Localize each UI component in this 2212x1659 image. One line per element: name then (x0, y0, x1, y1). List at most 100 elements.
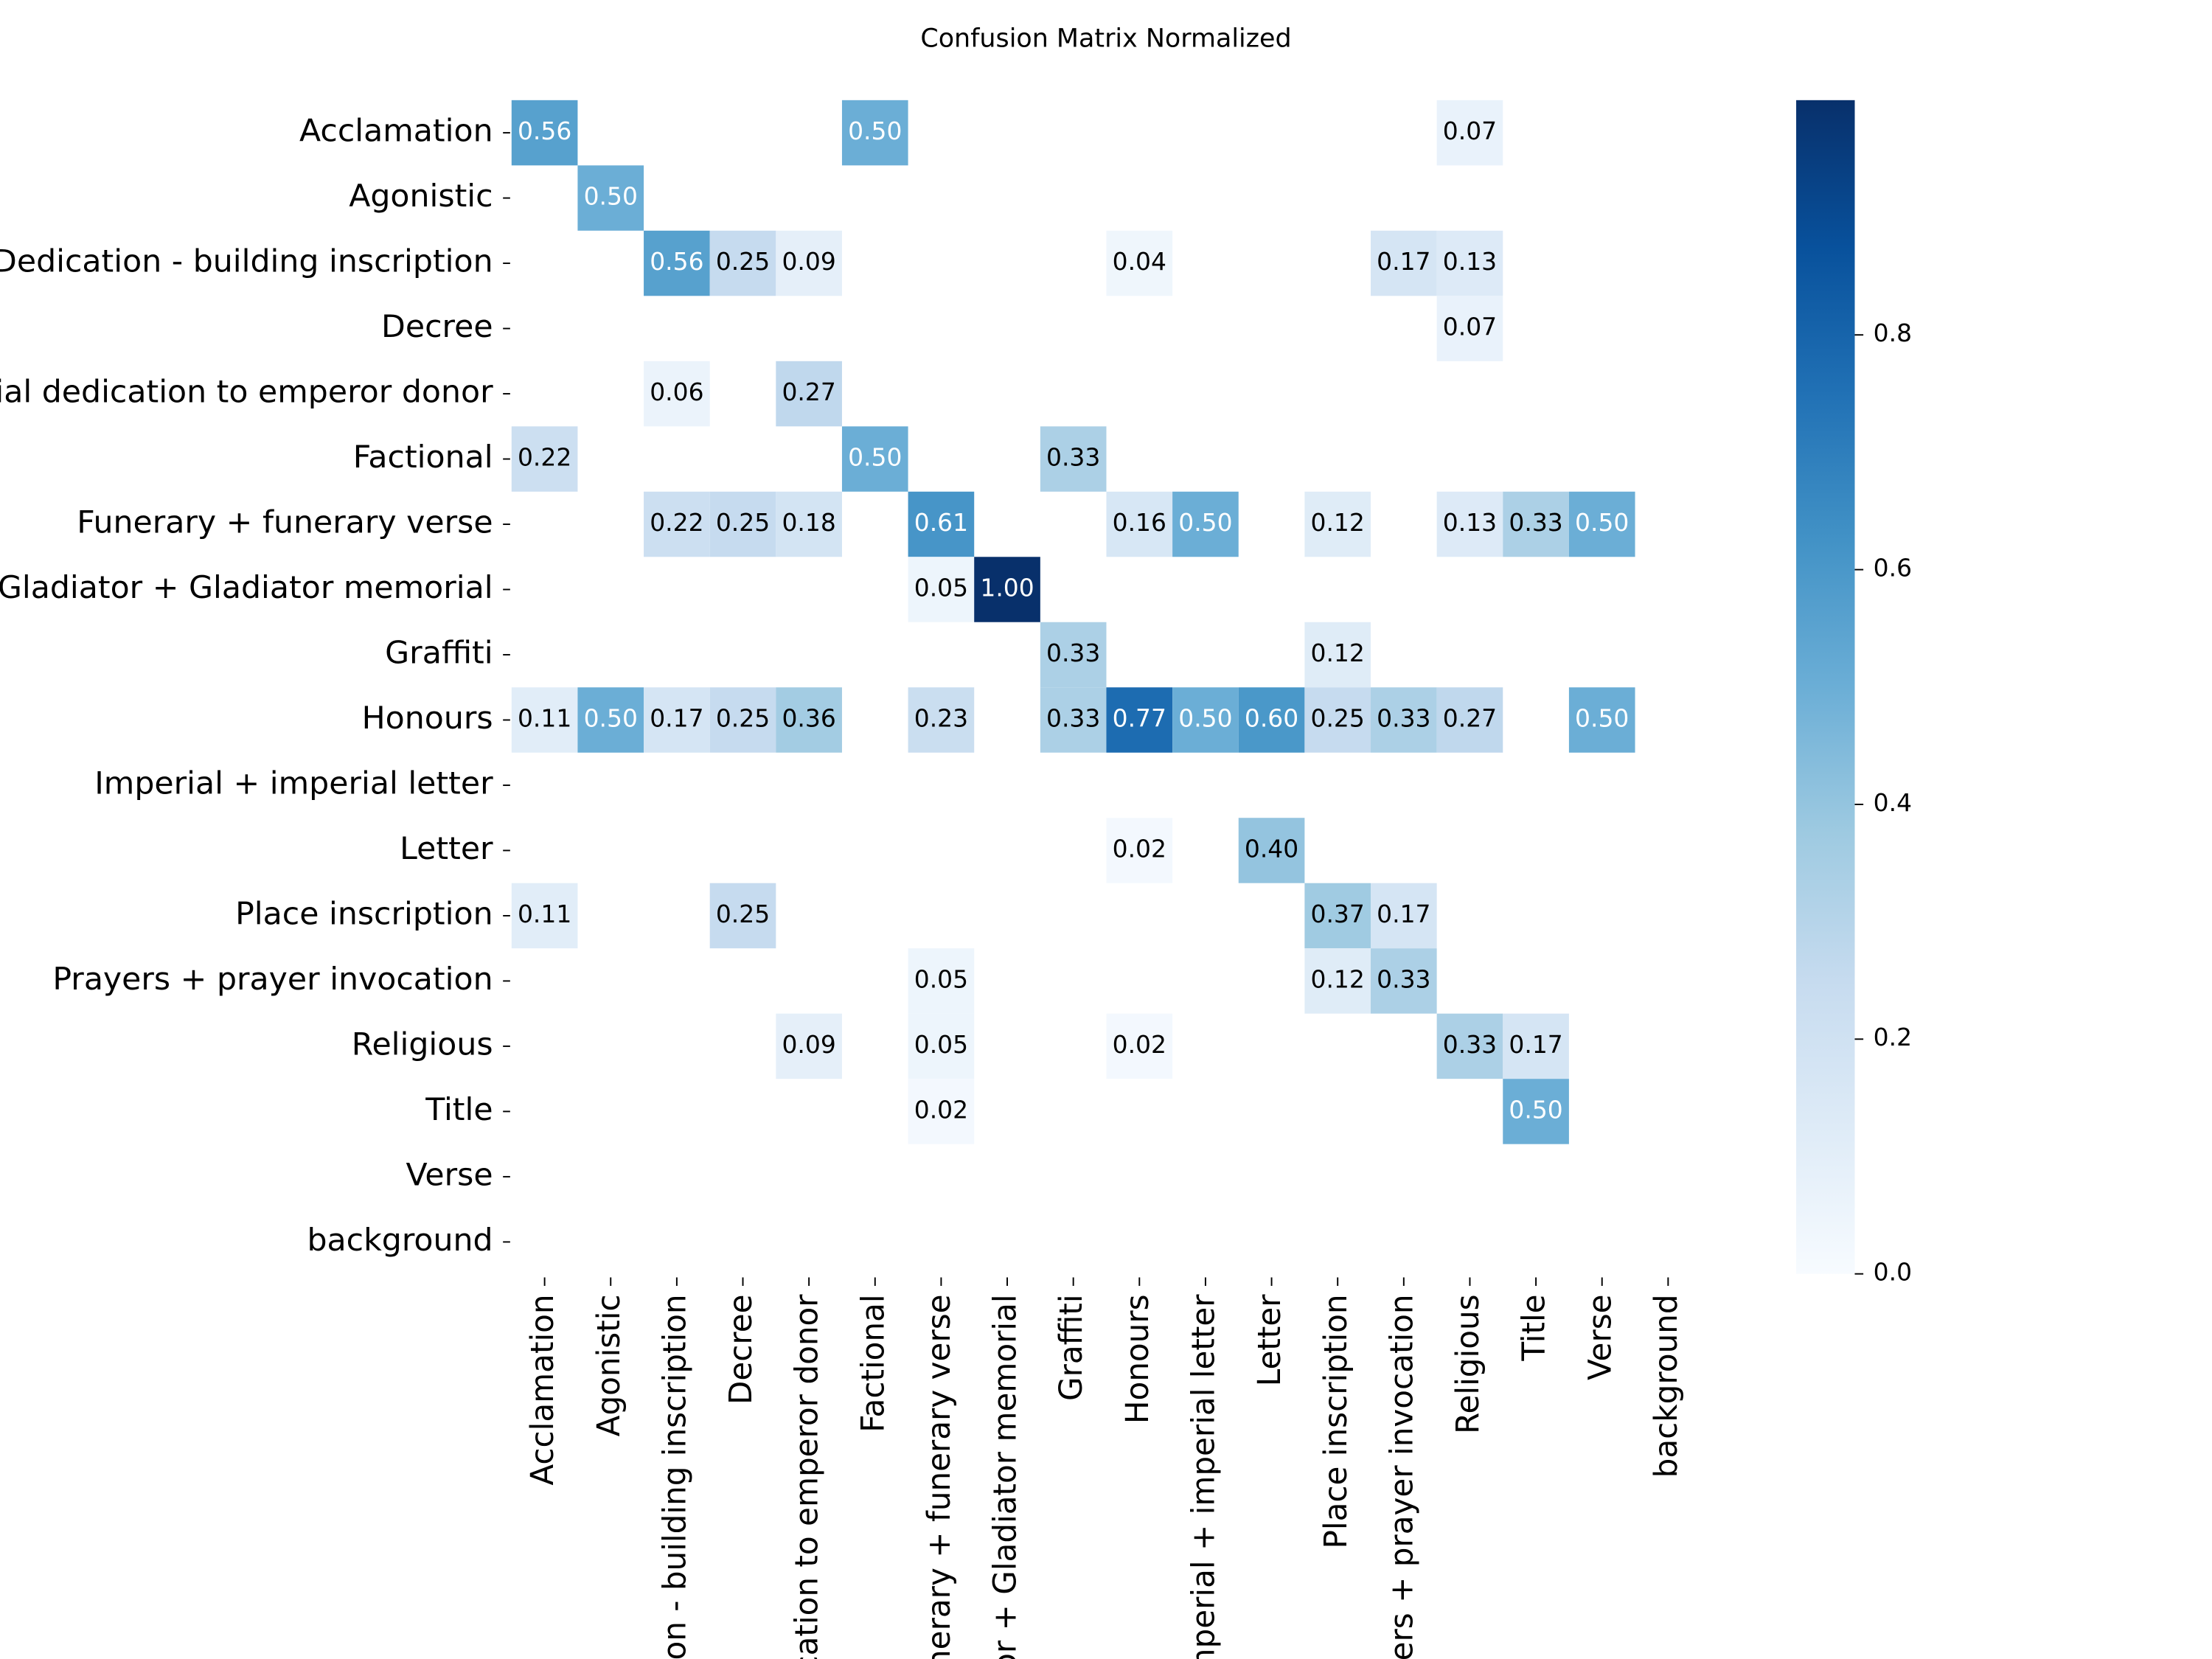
colorbar-tick-label: 0.6 (1874, 554, 1912, 582)
cell (1106, 1013, 1173, 1079)
cell-label: 0.09 (782, 248, 835, 276)
cell (1106, 491, 1173, 557)
cell (1503, 491, 1569, 557)
x-tick-label: Gladiator + Gladiator memorial (987, 1294, 1023, 1659)
cell-label: 0.12 (1311, 509, 1365, 537)
cell-label: 0.07 (1443, 313, 1497, 341)
cell-label: 0.33 (1377, 705, 1430, 733)
cell (1040, 426, 1107, 492)
cell (644, 230, 710, 296)
cell-label: 0.50 (1575, 509, 1629, 537)
cell (644, 491, 710, 557)
cell-label: 0.13 (1443, 248, 1497, 276)
cell-label: 0.25 (716, 705, 770, 733)
cell (1568, 491, 1635, 557)
cell-label: 0.60 (1245, 705, 1298, 733)
cell (776, 230, 842, 296)
y-tick-label: Graffiti (385, 635, 493, 671)
x-tick-label: Prayers + prayer invocation (1383, 1294, 1419, 1659)
colorbar (1796, 100, 1855, 1274)
cell (974, 557, 1040, 622)
x-tick-label: Funerary + funerary verse (921, 1294, 957, 1659)
cell (908, 687, 975, 753)
cell-label: 0.22 (650, 509, 703, 537)
cell-label: 0.50 (848, 444, 902, 472)
y-tick-label: Prayers + prayer invocation (52, 961, 493, 997)
cell-label: 0.33 (1377, 966, 1430, 994)
x-tick-label: Title (1515, 1294, 1551, 1361)
y-tick-label: Imperial + imperial letter (94, 765, 493, 801)
cell-label: 0.33 (1443, 1031, 1497, 1059)
cell-label: 0.11 (518, 705, 571, 733)
x-tick-label: Religious (1450, 1294, 1486, 1433)
x-tick-label: Decree (723, 1294, 759, 1405)
cell (1040, 687, 1107, 753)
x-tick-label: Dedication - building inscription (656, 1294, 692, 1659)
x-tick-label: Agonistic (591, 1294, 627, 1436)
cell-label: 0.17 (1377, 900, 1430, 928)
cell-label: 0.23 (914, 705, 968, 733)
cell-label: 0.17 (1509, 1031, 1562, 1059)
cell-label: 0.50 (848, 117, 902, 145)
cell (1436, 1013, 1503, 1079)
y-tick-label: Acclamation (299, 113, 493, 149)
y-tick-label: Gladiator + Gladiator memorial (0, 569, 493, 605)
cell (1304, 622, 1371, 688)
y-tick-label: Factional (353, 439, 493, 475)
cell-label: 0.37 (1311, 900, 1365, 928)
cell-label: 0.33 (1046, 705, 1100, 733)
cell-label: 0.09 (782, 1031, 835, 1059)
y-tick-label: Imperial dedication to emperor donor (0, 374, 493, 410)
cell (1238, 818, 1305, 883)
cell (1436, 230, 1503, 296)
cell-label: 0.50 (1509, 1096, 1562, 1124)
cell (1304, 687, 1371, 753)
cell (1238, 687, 1305, 753)
cell (908, 1079, 975, 1144)
cell (908, 491, 975, 557)
cell-label: 0.25 (716, 509, 770, 537)
cell (709, 883, 776, 949)
colorbar-tick-label: 0.0 (1874, 1259, 1912, 1287)
cell-label: 0.56 (650, 248, 703, 276)
cell (1106, 230, 1173, 296)
cell-label: 0.17 (650, 705, 703, 733)
cell (841, 426, 908, 492)
cell-label: 0.05 (914, 574, 968, 602)
cell-label: 0.36 (782, 705, 835, 733)
y-tick-label: background (307, 1222, 493, 1258)
cell-label: 0.50 (1178, 509, 1232, 537)
cell-label: 0.02 (1113, 835, 1166, 863)
cell-label: 0.07 (1443, 117, 1497, 145)
cell (1436, 687, 1503, 753)
cell-label: 0.22 (518, 444, 571, 472)
cell-label: 0.56 (518, 117, 571, 145)
cell (644, 687, 710, 753)
colorbar-tick-label: 0.8 (1874, 319, 1912, 347)
cell-label: 0.33 (1509, 509, 1562, 537)
cell (511, 883, 578, 949)
cell (709, 230, 776, 296)
cell (511, 100, 578, 166)
y-tick-label: Decree (381, 308, 493, 344)
cell (577, 165, 644, 231)
cell-label: 0.02 (914, 1096, 968, 1124)
cell-label: 0.16 (1113, 509, 1166, 537)
y-tick-label: Dedication - building inscription (0, 243, 493, 279)
cell-label: 0.02 (1113, 1031, 1166, 1059)
cell-label: 0.05 (914, 966, 968, 994)
cell-label: 0.50 (1178, 705, 1232, 733)
y-tick-label: Agonistic (349, 178, 493, 214)
cell (1371, 883, 1437, 949)
y-tick-label: Place inscription (235, 896, 493, 932)
cell-label: 0.13 (1443, 509, 1497, 537)
x-tick-label: Graffiti (1053, 1294, 1089, 1401)
cell (1371, 948, 1437, 1014)
cell (1304, 948, 1371, 1014)
x-tick-label: Place inscription (1318, 1294, 1354, 1548)
y-tick-label: Verse (406, 1157, 493, 1193)
cell (776, 361, 842, 427)
cell (709, 687, 776, 753)
colorbar-tick-label: 0.4 (1874, 789, 1912, 817)
